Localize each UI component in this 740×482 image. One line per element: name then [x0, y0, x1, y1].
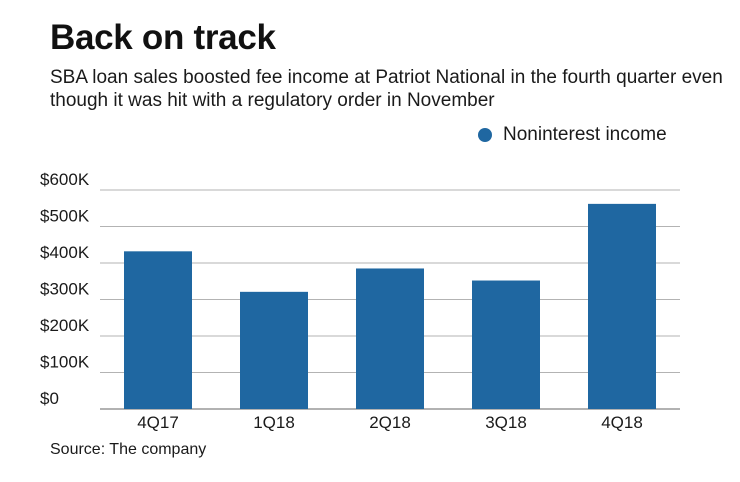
legend-label: Noninterest income: [503, 124, 667, 145]
x-tick-label: 2Q18: [369, 413, 411, 432]
y-tick-label: $0: [40, 389, 59, 408]
x-tick-label: 4Q17: [137, 413, 179, 432]
legend-swatch: [478, 128, 492, 142]
y-tick-label: $500K: [40, 207, 90, 226]
chart-subtitle: SBA loan sales boosted fee income at Pat…: [50, 67, 723, 111]
bar-4q18: [588, 203, 656, 409]
bar-2q18: [356, 268, 424, 409]
y-tick-label: $300K: [40, 280, 90, 299]
x-tick-label: 1Q18: [253, 413, 295, 432]
x-tick-label: 4Q18: [601, 413, 643, 432]
bar-3q18: [472, 280, 540, 409]
y-tick-label: $600K: [40, 170, 90, 189]
chart-title: Back on track: [50, 18, 276, 57]
y-tick-label: $200K: [40, 316, 90, 335]
source-note: Source: The company: [50, 441, 207, 458]
bars: [124, 203, 656, 409]
y-axis-tick-labels: $0 $100K $200K $300K $400K $500K $600K: [40, 170, 90, 408]
y-tick-label: $400K: [40, 243, 90, 262]
legend: Noninterest income: [478, 124, 667, 146]
x-tick-label: 3Q18: [485, 413, 527, 432]
bar-4q17: [124, 251, 192, 409]
y-tick-label: $100K: [40, 353, 90, 372]
x-axis-tick-labels: 4Q17 1Q18 2Q18 3Q18 4Q18: [137, 413, 643, 432]
bar-1q18: [240, 291, 308, 409]
